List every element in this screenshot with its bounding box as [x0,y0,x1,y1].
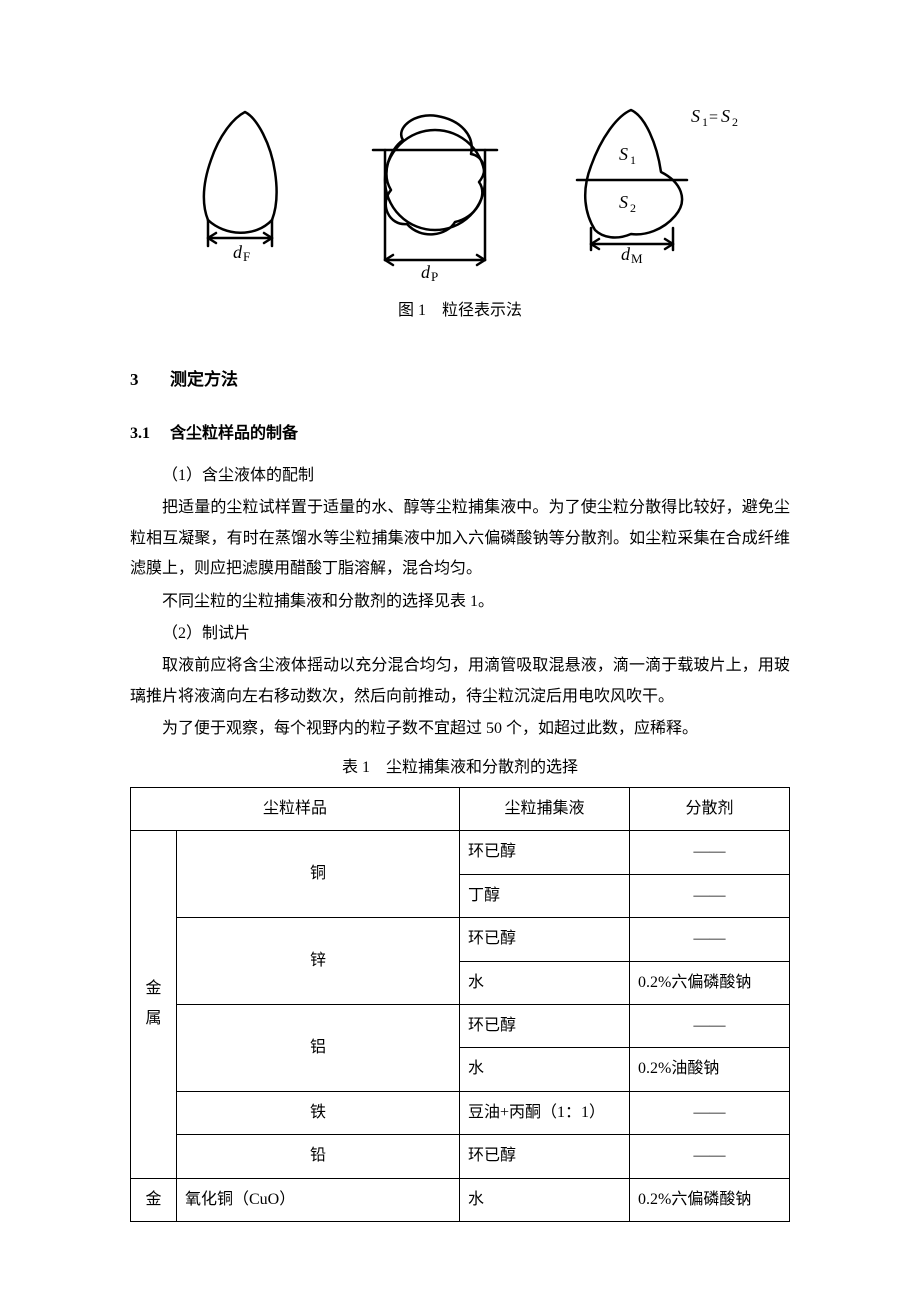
svg-text:M: M [631,251,643,266]
svg-text:S: S [721,106,730,126]
row-cu-disp2: —— [630,874,790,917]
svg-text:d: d [621,244,631,264]
row-cuo-disp1: 0.2%六偏磷酸钠 [630,1178,790,1221]
table-row: 铁 豆油+丙酮（1：1） —— [131,1091,790,1134]
table-row: 金属 铜 环已醇 —— [131,831,790,874]
row-zn-name: 锌 [177,918,460,1005]
figure-1: d F d P [130,100,790,290]
table-1: 尘粒样品 尘粒捕集液 分散剂 金属 铜 环已醇 —— 丁醇 —— 锌 环已醇 —… [130,787,790,1222]
row-al-liq2: 水 [460,1048,630,1091]
group-metal: 金属 [131,831,177,1178]
row-zn-liq2: 水 [460,961,630,1004]
row-pb-liq1: 环已醇 [460,1135,630,1178]
para-1-label: （1）含尘液体的配制 [130,461,790,491]
svg-text:d: d [421,262,431,282]
svg-text:1: 1 [702,115,708,129]
table-row: 金 氧化铜（CuO） 水 0.2%六偏磷酸钠 [131,1178,790,1221]
row-zn-disp2: 0.2%六偏磷酸钠 [630,961,790,1004]
row-cuo-name: 氧化铜（CuO） [177,1178,460,1221]
row-pb-disp1: —— [630,1135,790,1178]
svg-text:P: P [431,269,438,284]
figure-1-caption: 图 1 粒径表示法 [130,296,790,326]
para-1a: 把适量的尘粒试样置于适量的水、醇等尘粒捕集液中。为了使尘粒分散得比较好，避免尘粒… [130,493,790,584]
row-fe-liq1: 豆油+丙酮（1：1） [460,1091,630,1134]
section-3-title: 测定方法 [170,370,238,389]
svg-text:=: = [709,109,718,126]
row-zn-liq1: 环已醇 [460,918,630,961]
svg-text:2: 2 [630,201,636,215]
row-cu-disp1: —— [630,831,790,874]
figure-1-a: d F [175,100,315,270]
figure-1-b: d P [355,100,515,290]
svg-text:1: 1 [630,153,636,167]
table-1-caption: 表 1 尘粒捕集液和分散剂的选择 [130,753,790,783]
figure-1-c: S 1 S 2 S 1 = S 2 d M [555,100,745,270]
table-row: 铅 环已醇 —— [131,1135,790,1178]
table-row: 锌 环已醇 —— [131,918,790,961]
para-1b: 不同尘粒的尘粒捕集液和分散剂的选择见表 1。 [130,587,790,617]
table-header-row: 尘粒样品 尘粒捕集液 分散剂 [131,787,790,830]
row-al-disp2: 0.2%油酸钠 [630,1048,790,1091]
row-cu-liq2: 丁醇 [460,874,630,917]
row-pb-name: 铅 [177,1135,460,1178]
th-dispersant: 分散剂 [630,787,790,830]
row-al-name: 铝 [177,1004,460,1091]
section-3-1-num: 3.1 [130,419,170,449]
para-2a: 取液前应将含尘液体摇动以充分混合均匀，用滴管吸取混悬液，滴一滴于载玻片上，用玻璃… [130,651,790,712]
svg-text:F: F [243,249,250,264]
row-fe-name: 铁 [177,1091,460,1134]
section-3-1-heading: 3.1含尘粒样品的制备 [130,419,790,449]
svg-text:S: S [619,192,628,212]
section-3-1-title: 含尘粒样品的制备 [170,425,298,442]
svg-text:S: S [691,106,700,126]
svg-text:2: 2 [732,115,738,129]
section-3-num: 3 [130,364,170,396]
th-sample: 尘粒样品 [131,787,460,830]
row-cuo-liq1: 水 [460,1178,630,1221]
th-liquid: 尘粒捕集液 [460,787,630,830]
svg-text:d: d [233,242,243,262]
para-2-label: （2）制试片 [130,619,790,649]
section-3-heading: 3测定方法 [130,364,790,396]
row-al-liq1: 环已醇 [460,1004,630,1047]
group-metal2: 金 [131,1178,177,1221]
para-2b: 为了便于观察，每个视野内的粒子数不宜超过 50 个，如超过此数，应稀释。 [130,714,790,744]
row-al-disp1: —— [630,1004,790,1047]
row-cu-liq1: 环已醇 [460,831,630,874]
row-cu-name: 铜 [177,831,460,918]
svg-text:S: S [619,144,628,164]
table-row: 铝 环已醇 —— [131,1004,790,1047]
row-zn-disp1: —— [630,918,790,961]
row-fe-disp1: —— [630,1091,790,1134]
